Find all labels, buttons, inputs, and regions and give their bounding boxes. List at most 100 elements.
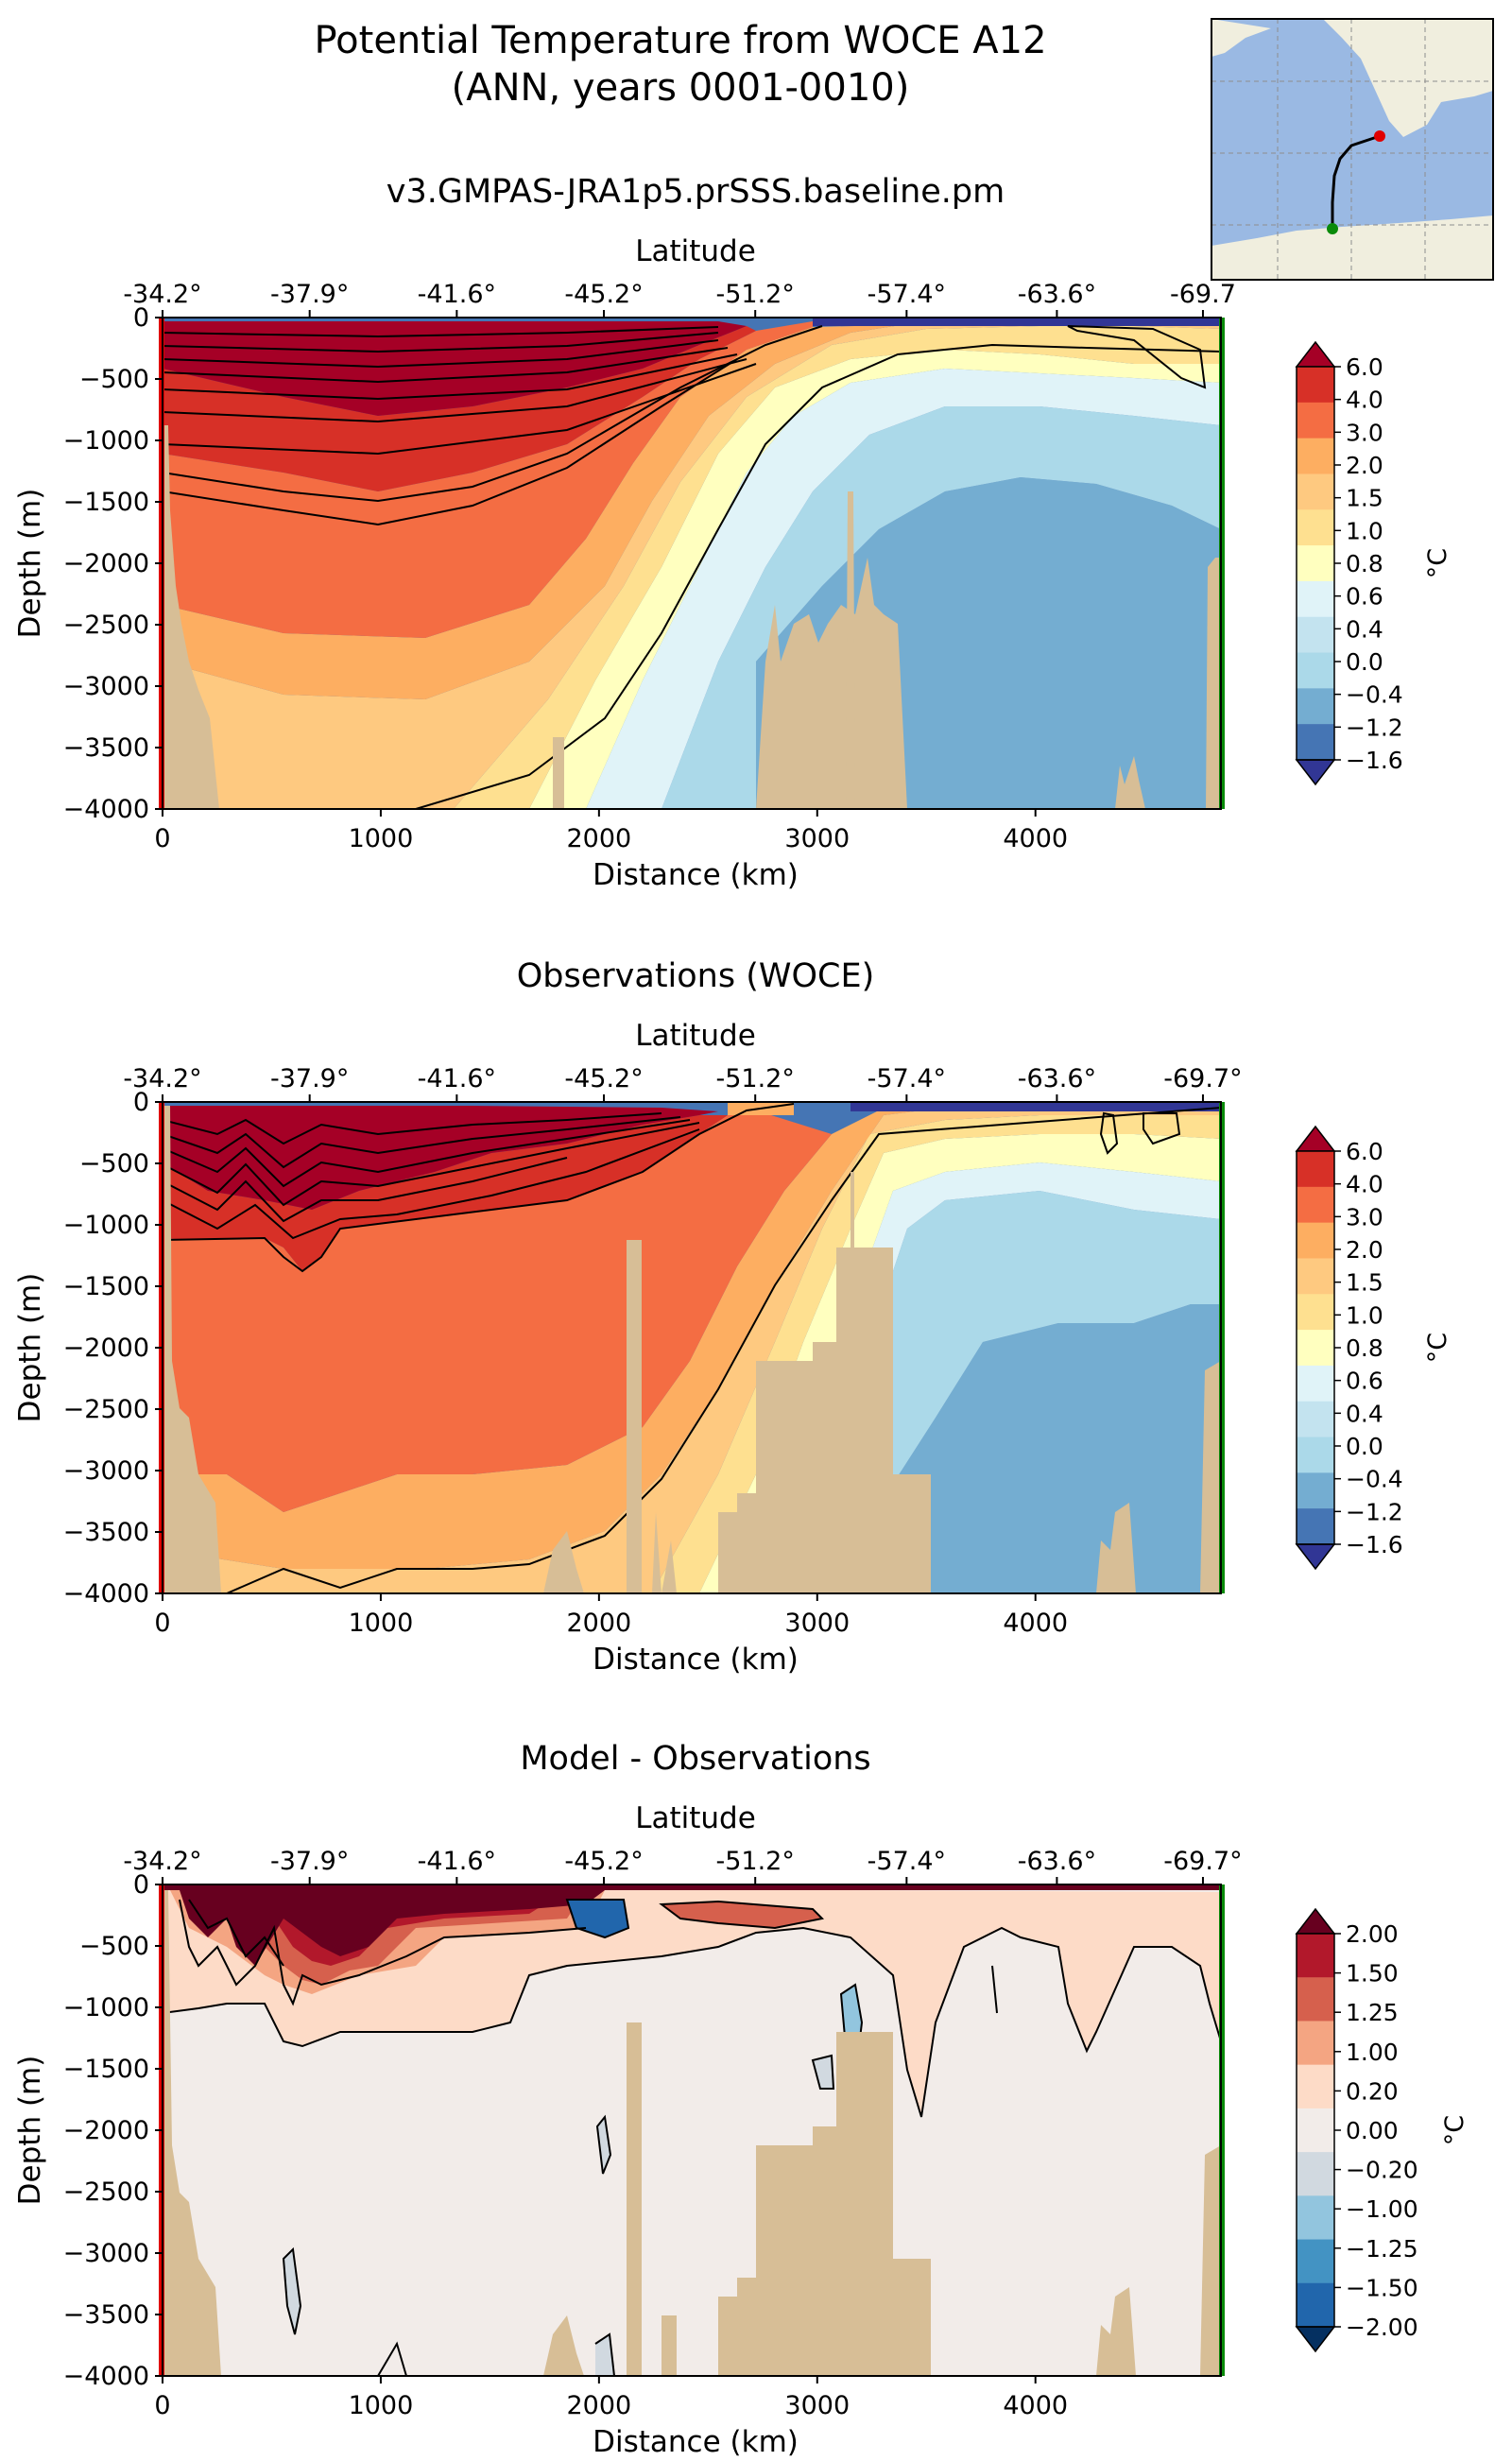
colorbar-swatch <box>1297 2239 1334 2284</box>
colorbar-level-label: 3.0 <box>1346 1203 1383 1230</box>
field-band-6.0 <box>163 1106 718 1210</box>
lat-tick-label: -69.7 <box>1170 280 1236 309</box>
xtick-label: 0 <box>154 2391 170 2420</box>
colorbar-swatch <box>1297 1186 1334 1224</box>
colorbar-swatch <box>1297 580 1334 618</box>
inset-map-frame <box>1211 18 1494 281</box>
colorbar-swatch <box>1297 1437 1334 1473</box>
panel-observations-colorbar-label: °C <box>1423 1333 1452 1363</box>
field-band-1.5 <box>163 1104 1221 1593</box>
field-warm-patch <box>662 1902 822 1928</box>
lat-tick-label: -63.6° <box>1018 280 1096 309</box>
colorbar-level-label: −1.6 <box>1346 1531 1403 1558</box>
panel-model-field <box>163 318 1221 809</box>
field-bathymetry <box>163 1106 1221 1593</box>
colorbar-swatch <box>1297 1934 1334 1978</box>
colorbar-swatch <box>1297 2195 1334 2241</box>
field-band-0.6 <box>586 369 1221 809</box>
inset-map-start-marker <box>1374 130 1385 142</box>
lat-tick-label: -51.2° <box>716 280 795 309</box>
ytick-label: −2500 <box>63 2177 149 2207</box>
inset-map-land-africa <box>1211 19 1493 137</box>
xtick-label: 1000 <box>349 1609 414 1638</box>
colorbar-level-label: 0.8 <box>1346 550 1383 577</box>
panel-model: v3.GMPAS-JRA1p5.prSSS.baseline.pm Latitu… <box>13 173 1452 892</box>
panel-model-colorbar: 6.0 4.0 3.0 2.0 1.5 1.0 0.8 0.6 0.4 0.0 −0.4 −1.2 −1… <box>1295 340 1403 786</box>
field-band-0.4 <box>662 406 1221 809</box>
xtick-label: 3000 <box>784 824 850 853</box>
panel-observations-field <box>163 1102 1221 1593</box>
panel-model-title: v3.GMPAS-JRA1p5.prSSS.baseline.pm <box>387 173 1005 211</box>
colorbar-extend-min <box>1295 1543 1336 1571</box>
ytick-label: −1000 <box>63 426 149 456</box>
panel-model-lat-axis: -34.2° -37.9° -41.6° -45.2° -51.2° -57.4° -63.… <box>123 280 1236 318</box>
colorbar-level-label: −1.2 <box>1346 1498 1403 1525</box>
colorbar-swatch <box>1297 545 1334 582</box>
xtick-label: 0 <box>154 1609 170 1638</box>
panel-difference: Model - Observations Latitude Distance (… <box>13 1740 1469 2459</box>
colorbar-level-label: −2.00 <box>1346 2314 1418 2341</box>
lat-tick-label: -45.2° <box>564 1064 643 1093</box>
inset-map-land-antarctica <box>1211 215 1493 280</box>
ytick-label: −2000 <box>63 1334 149 1363</box>
panel-difference-top-xlabel: Latitude <box>635 1801 756 1835</box>
panel-observations: Observations (WOCE) Latitude Distance (k… <box>13 957 1452 1677</box>
field-band-1.5 <box>163 318 1221 809</box>
colorbar-extend-max <box>1295 340 1336 368</box>
lat-tick-label: -57.4° <box>868 280 946 309</box>
xtick-label: 4000 <box>1003 2391 1068 2420</box>
panel-model-xlabel: Distance (km) <box>593 858 799 892</box>
ytick-label: −3500 <box>63 1518 149 1547</box>
colorbar-level-label: 0.6 <box>1346 583 1383 611</box>
ytick-label: −1000 <box>63 1211 149 1240</box>
panel-model-colorbar-label: °C <box>1423 548 1452 578</box>
colorbar-level-label: −1.50 <box>1346 2274 1418 2301</box>
ytick-label: −3500 <box>63 733 149 763</box>
panel-difference-field <box>163 1884 1221 2376</box>
colorbar-level-label: 6.0 <box>1346 353 1383 381</box>
ytick-label: 0 <box>133 303 149 333</box>
colorbar-extend-max <box>1295 1125 1336 1152</box>
lat-tick-label: -37.9° <box>270 1064 349 1093</box>
colorbar-level-label: 2.0 <box>1346 452 1383 479</box>
panel-observations-ylabel: Depth (m) <box>13 1273 47 1423</box>
lat-tick-label: -69.7° <box>1163 1847 1242 1876</box>
panel-difference-xaxis: 0 1000 2000 3000 4000 <box>154 2376 1068 2420</box>
ytick-label: −1500 <box>63 1272 149 1301</box>
colorbar-swatch <box>1297 1472 1334 1509</box>
colorbar-level-label: 1.0 <box>1346 1301 1383 1329</box>
panel-difference-ylabel: Depth (m) <box>13 2056 47 2206</box>
xtick-label: 3000 <box>784 1609 850 1638</box>
lat-tick-label: -57.4° <box>868 1064 946 1093</box>
panel-model-xaxis: 0 1000 2000 3000 4000 <box>154 809 1068 853</box>
colorbar-swatch <box>1297 2064 1334 2109</box>
field-contours <box>163 1899 1221 2376</box>
lat-tick-label: -34.2° <box>123 1064 201 1093</box>
colorbar-level-label: 0.8 <box>1346 1334 1383 1362</box>
inset-map-gridlines <box>1211 19 1493 280</box>
lat-tick-label: -69.7° <box>1163 1064 1242 1093</box>
colorbar-level-label: 2.0 <box>1346 1236 1383 1264</box>
panel-model-yaxis: 0 −500 −1000 −1500 −2000 −2500 −3000 −3500 −4000 <box>63 303 163 824</box>
field-surface-cold-strip <box>813 318 1221 326</box>
ytick-label: −1500 <box>63 2055 149 2084</box>
colorbar-level-label: 4.0 <box>1346 387 1383 414</box>
field-surface-cold-strip <box>850 1102 1221 1111</box>
ytick-label: −4000 <box>63 1579 149 1609</box>
xtick-label: 2000 <box>566 2391 631 2420</box>
xtick-label: 4000 <box>1003 824 1068 853</box>
lat-tick-label: -57.4° <box>868 1847 946 1876</box>
panel-observations-lat-axis: -34.2° -37.9° -41.6° -45.2° -51.2° -57.4° -63.… <box>123 1064 1243 1102</box>
ytick-label: −500 <box>79 1149 149 1179</box>
colorbar-level-label: −0.4 <box>1346 681 1403 709</box>
lat-tick-label: -41.6° <box>418 280 496 309</box>
colorbar-level-label: 0.4 <box>1346 615 1383 643</box>
lat-tick-label: -51.2° <box>716 1064 795 1093</box>
lat-tick-label: -41.6° <box>418 1064 496 1093</box>
xtick-label: 0 <box>154 824 170 853</box>
ytick-label: −2500 <box>63 1395 149 1424</box>
colorbar-swatch <box>1297 688 1334 725</box>
field-cold-patch-4 <box>595 2334 614 2376</box>
inset-map-transect-line <box>1331 134 1381 229</box>
colorbar-swatch <box>1297 616 1334 654</box>
